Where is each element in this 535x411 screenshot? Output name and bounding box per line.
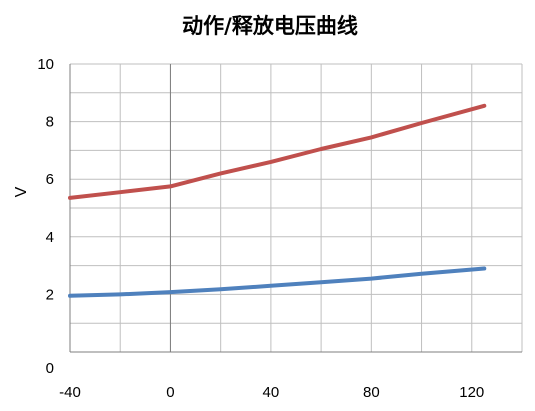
series-group	[68, 103, 487, 298]
y-tick-label: 6	[46, 171, 54, 188]
y-tick-label: 2	[46, 286, 54, 303]
series-line-2	[68, 266, 487, 298]
grid	[69, 63, 523, 353]
axes	[69, 64, 522, 353]
y-tick-label: 0	[46, 360, 54, 377]
y-tick-label: 8	[46, 114, 54, 131]
x-tick-label: -40	[59, 384, 81, 401]
x-tick-label: 0	[166, 384, 174, 401]
y-axis-label: V	[13, 186, 30, 197]
chart-title: 动作/释放电压曲线	[182, 14, 358, 38]
x-tick-labels: -40 0 40 80 120	[59, 384, 484, 401]
y-tick-label: 10	[37, 56, 54, 73]
x-tick-label: 120	[459, 384, 484, 401]
y-tick-label: 4	[46, 229, 54, 246]
y-tick-labels: 0 2 4 6 8 10	[37, 56, 54, 377]
series-line-1	[68, 103, 487, 200]
x-tick-label: 80	[363, 384, 380, 401]
x-tick-label: 40	[263, 384, 280, 401]
